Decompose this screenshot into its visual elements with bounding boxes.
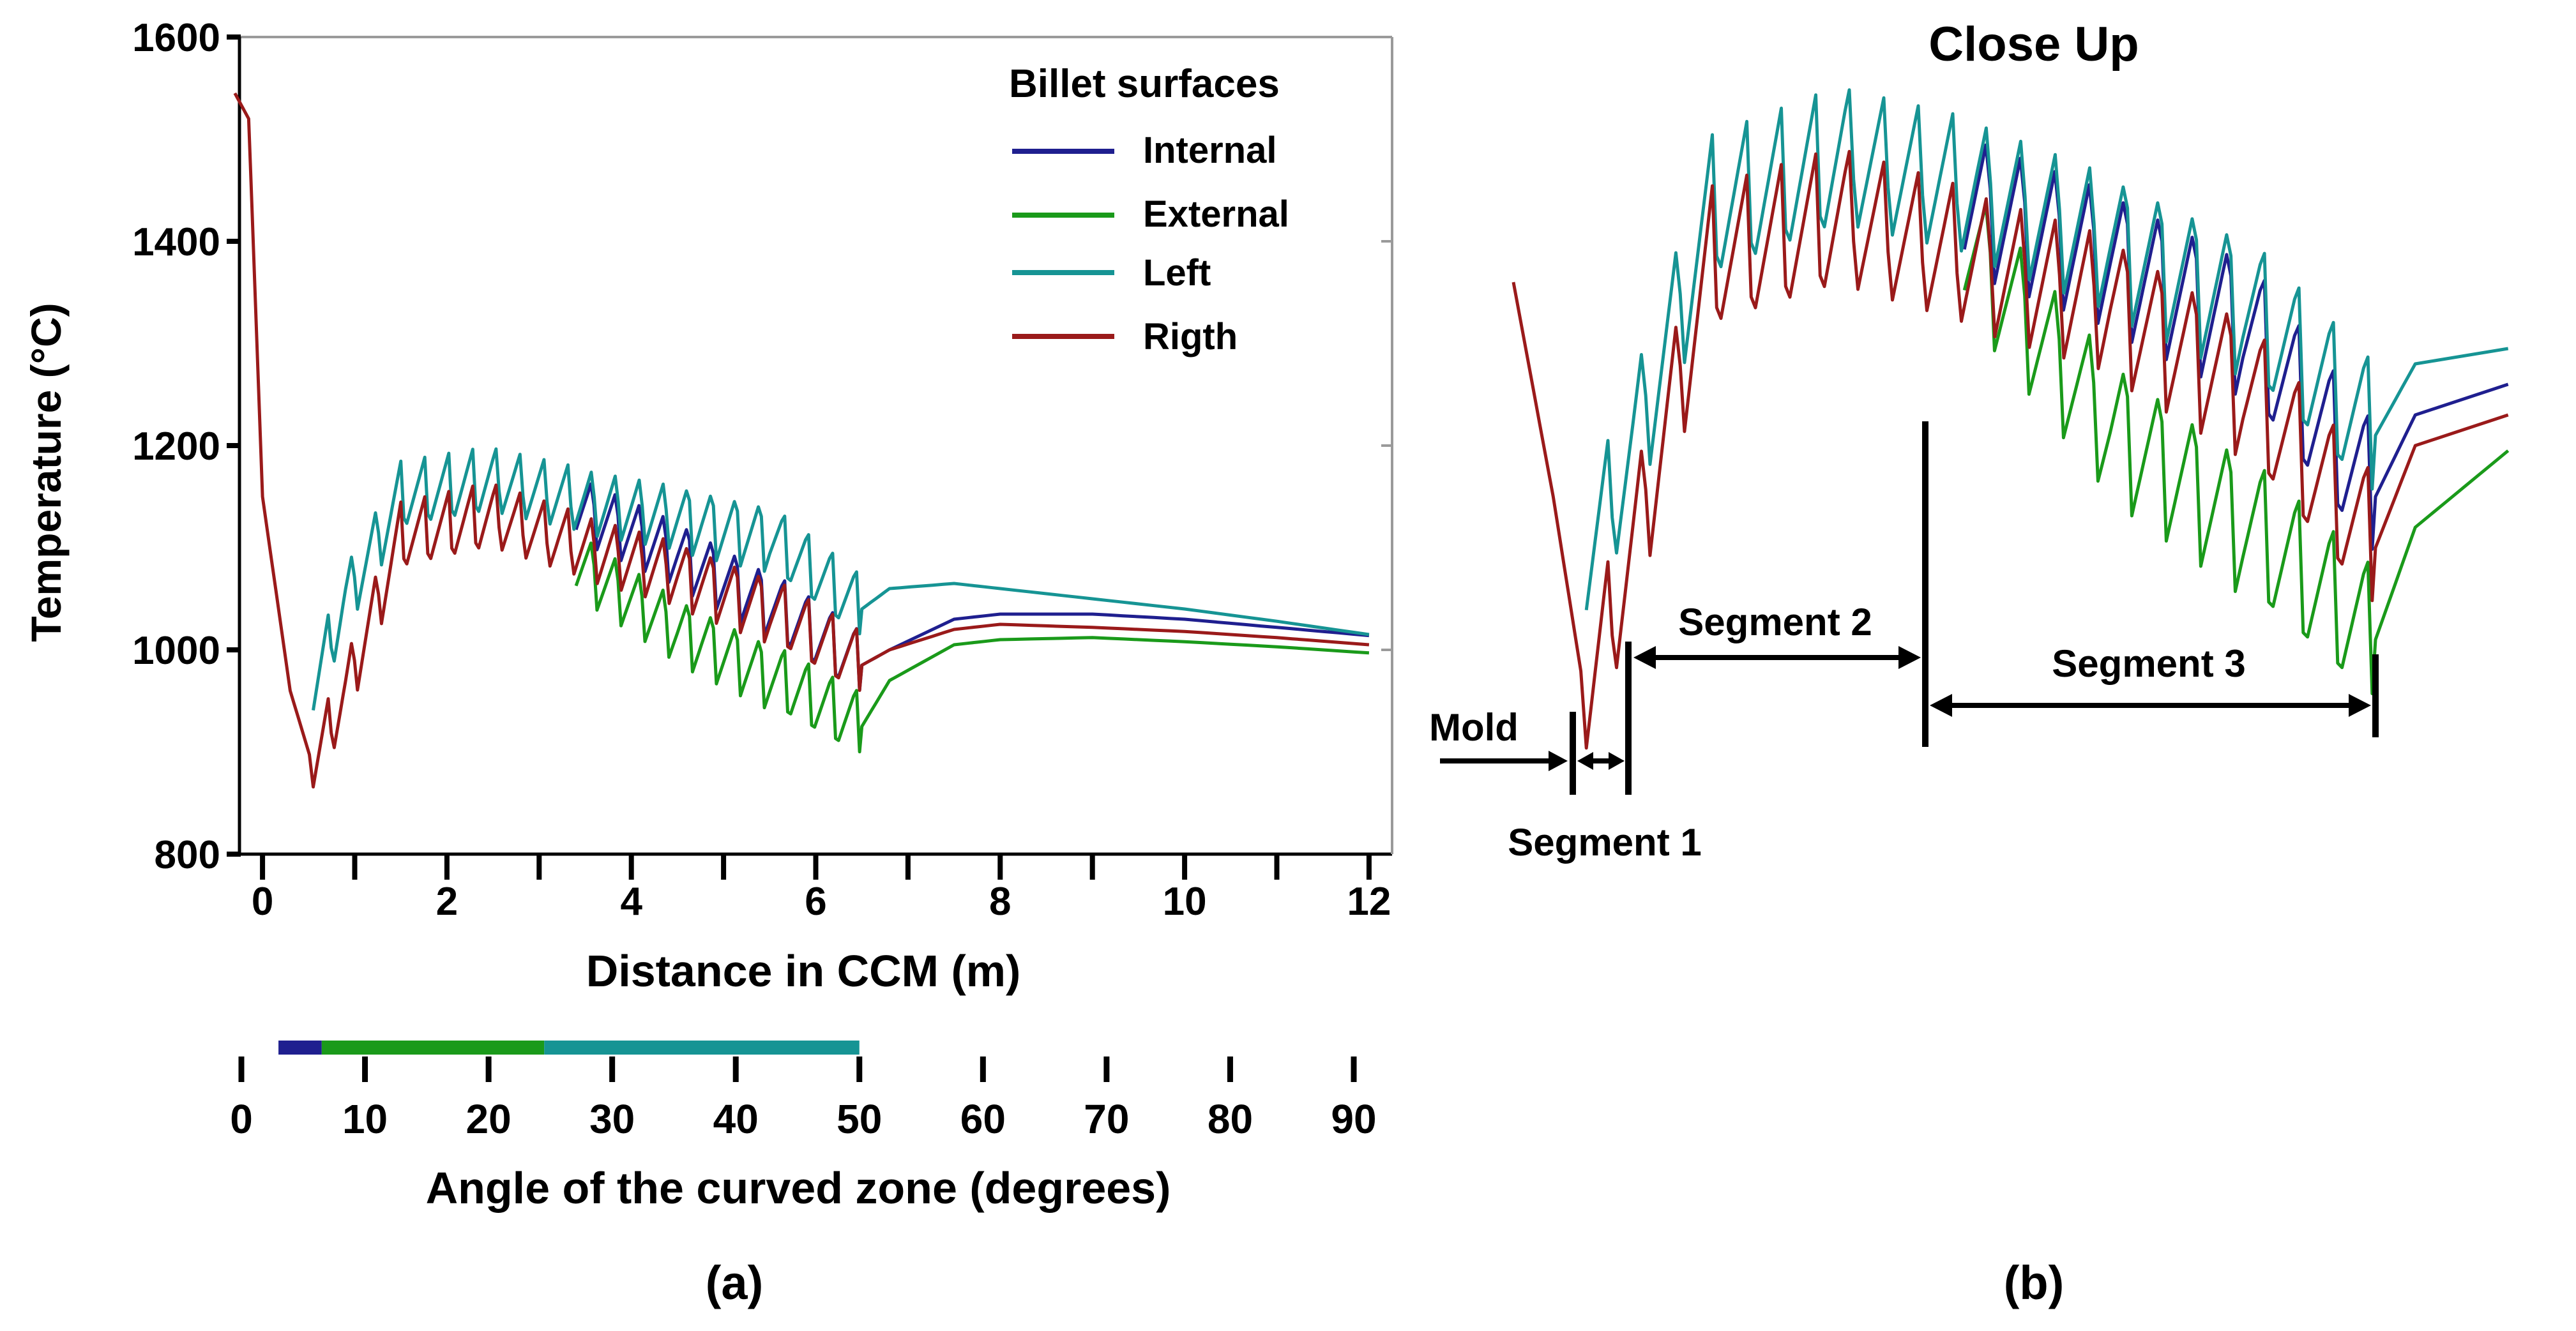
series-line-right bbox=[233, 92, 1370, 789]
angle-tick-label: 10 bbox=[342, 1096, 388, 1142]
y-tick-label: 1000 bbox=[132, 629, 220, 673]
segment1-arrowhead-right bbox=[1609, 752, 1625, 770]
segment3-arrowhead-left bbox=[1930, 694, 1952, 717]
x-tick-label: 2 bbox=[436, 880, 458, 924]
segment2-label: Segment 2 bbox=[1678, 601, 1872, 643]
closeup-series-line-right bbox=[1512, 149, 2509, 750]
x-tick-label: 12 bbox=[1347, 880, 1391, 924]
closeup-series-lines bbox=[1512, 88, 2510, 750]
angle-tick-label: 60 bbox=[960, 1096, 1006, 1142]
x-axis-ticks: 0 2 4 6 8 10 12 bbox=[252, 853, 1391, 924]
mold-arrowhead bbox=[1549, 751, 1568, 771]
segment1-label: Segment 1 bbox=[1508, 821, 1701, 864]
angle-tick-label: 50 bbox=[837, 1096, 882, 1142]
series-line-external bbox=[574, 541, 1370, 754]
angle-axis: 0 10 20 30 40 50 60 70 80 90 Angle of the curved … bbox=[230, 1041, 1377, 1213]
angle-axis-label: Angle of the curved zone (degrees) bbox=[426, 1163, 1171, 1213]
angle-tick-label: 80 bbox=[1208, 1096, 1253, 1142]
y-tick-label: 1400 bbox=[132, 220, 220, 264]
angle-band-external bbox=[321, 1041, 545, 1055]
angle-tick-label: 70 bbox=[1084, 1096, 1129, 1142]
closeup-title: Close Up bbox=[1928, 17, 2139, 71]
x-tick-label: 10 bbox=[1163, 880, 1207, 924]
angle-tick-label: 40 bbox=[713, 1096, 759, 1142]
series-lines bbox=[233, 92, 1370, 789]
y-tick-label: 1600 bbox=[132, 16, 220, 60]
x-tick-label: 4 bbox=[620, 880, 642, 924]
x-axis-label: Distance in CCM (m) bbox=[586, 946, 1021, 996]
legend: Billet surfaces Internal External Left R… bbox=[1009, 62, 1289, 357]
closeup-right-ticks bbox=[1381, 240, 1392, 651]
legend-label-internal: Internal bbox=[1143, 130, 1277, 171]
series-line-internal bbox=[574, 482, 1370, 692]
legend-label-right: Rigth bbox=[1143, 316, 1238, 357]
y-tick-label: 800 bbox=[155, 833, 220, 877]
angle-tick-label: 0 bbox=[230, 1096, 253, 1142]
segment2-arrowhead-right bbox=[1898, 646, 1921, 669]
x-tick-label: 0 bbox=[252, 880, 273, 924]
panel-b: Close Up Mold Segment 1 bbox=[1381, 17, 2510, 1309]
legend-title: Billet surfaces bbox=[1009, 62, 1280, 106]
y-axis-label: Temperature (°C) bbox=[22, 303, 70, 642]
angle-tick-label: 20 bbox=[466, 1096, 511, 1142]
angle-tick-label: 30 bbox=[589, 1096, 635, 1142]
angle-axis-ticks: 0 10 20 30 40 50 60 70 80 90 bbox=[230, 1057, 1377, 1142]
panel-label-a: (a) bbox=[706, 1256, 763, 1309]
x-tick-label: 6 bbox=[805, 880, 826, 924]
series-line-left bbox=[312, 447, 1370, 711]
angle-axis-bands bbox=[278, 1041, 860, 1055]
segment-markers bbox=[1570, 421, 2379, 795]
segment-arrows bbox=[1440, 646, 2371, 771]
legend-label-external: External bbox=[1143, 193, 1289, 235]
x-tick-label: 8 bbox=[989, 880, 1011, 924]
angle-band-left bbox=[544, 1041, 860, 1055]
y-axis-ticks: 800 1000 1200 1400 1600 bbox=[132, 16, 241, 877]
segment3-label: Segment 3 bbox=[2052, 642, 2245, 685]
mold-label: Mold bbox=[1429, 706, 1519, 749]
y-tick-label: 1200 bbox=[132, 425, 220, 469]
closeup-series-line-external bbox=[1962, 203, 2510, 696]
segment1-arrowhead-left bbox=[1577, 752, 1593, 770]
closeup-series-line-left bbox=[1584, 88, 2509, 611]
panel-label-b: (b) bbox=[2004, 1256, 2065, 1309]
angle-tick-label: 90 bbox=[1331, 1096, 1376, 1142]
angle-band-internal bbox=[278, 1041, 322, 1055]
segment2-arrowhead-left bbox=[1633, 646, 1656, 669]
legend-label-left: Left bbox=[1143, 252, 1211, 294]
segment3-arrowhead-right bbox=[2349, 694, 2371, 717]
